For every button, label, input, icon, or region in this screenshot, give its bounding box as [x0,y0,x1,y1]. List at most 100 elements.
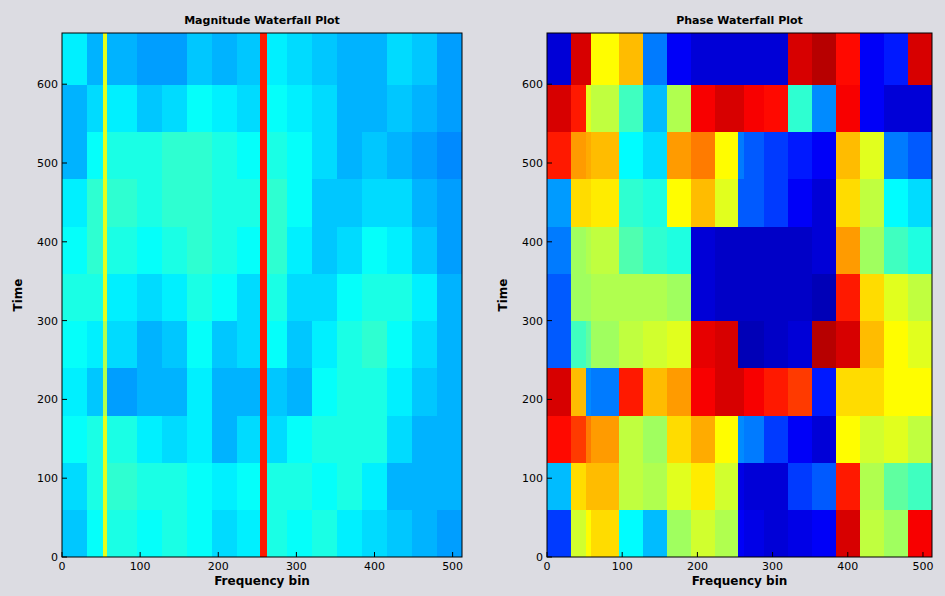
cell [260,84,267,132]
y-tick-label: 600 [37,78,58,91]
cell [908,415,932,463]
cell [260,273,267,321]
cell [619,179,644,227]
cell [362,321,388,369]
cell [312,84,338,132]
cell [619,462,644,510]
cell [860,510,885,557]
cell [412,368,438,416]
cell [643,462,668,510]
cell [715,510,738,557]
cell [591,321,620,369]
cell [860,273,885,321]
panel: 01002003004005000100200300400500600Magni… [11,14,463,588]
cell [212,462,238,510]
cell [738,368,745,416]
y-tick-label: 100 [37,472,58,485]
cell [362,368,388,416]
cell [715,179,738,227]
cell [788,462,813,510]
x-tick-label: 100 [130,560,151,573]
cell [87,179,103,227]
cell [744,273,764,321]
cell [137,321,163,369]
cell [212,321,238,369]
y-tick [62,163,67,164]
cell [812,33,837,85]
cell [107,321,137,369]
cell [260,321,267,369]
cell [312,179,338,227]
y-tick-label: 600 [522,78,543,91]
cell [62,321,88,369]
cell [586,179,591,227]
cell [619,415,644,463]
cell [162,415,188,463]
cell [836,321,861,369]
cell [788,510,813,557]
cell [437,510,462,557]
cell [437,33,462,85]
cell [884,462,909,510]
y-tick [62,478,67,479]
cell [237,273,261,321]
cell [667,131,692,179]
cell [212,84,238,132]
cell [267,179,288,227]
cell [62,131,88,179]
cell [764,179,789,227]
cell [812,84,837,132]
cell [836,84,861,132]
cell [744,131,764,179]
cell [337,462,363,510]
cell [643,33,668,85]
cell [137,226,163,274]
cell [643,273,668,321]
cell [860,415,885,463]
cell [788,368,813,416]
y-tick-label: 200 [37,393,58,406]
cell [591,368,620,416]
cell [412,462,438,510]
cell [162,321,188,369]
cell [412,415,438,463]
cell [571,179,587,227]
cell [744,462,764,510]
cell [103,368,108,416]
cell [62,179,88,227]
cell [62,415,88,463]
cell [87,321,103,369]
cell [884,33,909,85]
cell [137,273,163,321]
cell [287,226,313,274]
cell [788,415,813,463]
cell [387,84,413,132]
cell [619,226,644,274]
x-tick-label: 300 [762,560,783,573]
x-tick-label: 300 [286,560,307,573]
cells [62,33,462,557]
cell [788,131,813,179]
cell [412,321,438,369]
cell [691,226,716,274]
cell [287,131,313,179]
x-tick-label: 0 [544,560,551,573]
cell [884,273,909,321]
cell [643,415,668,463]
x-tick-label: 400 [364,560,385,573]
cell [591,273,620,321]
cell [667,462,692,510]
cell [715,226,738,274]
cell [137,84,163,132]
cell [412,33,438,85]
cell [586,510,591,557]
cell [715,462,738,510]
cell [287,462,313,510]
cell [744,510,764,557]
cell [571,462,587,510]
cell [744,179,764,227]
cell [591,131,620,179]
cell [387,321,413,369]
cell [362,510,388,557]
cell [137,462,163,510]
